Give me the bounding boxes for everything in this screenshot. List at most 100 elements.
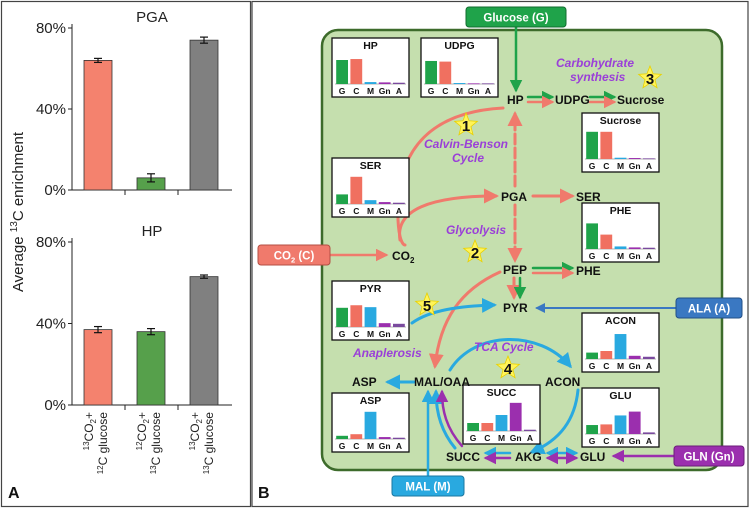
mini-bar-g: [336, 307, 348, 327]
category-label-1: 13CO2+: [82, 412, 98, 450]
bar-chart-hp: 0% 40% 80% HP: [36, 223, 232, 414]
metabolite-succ: SUCC: [446, 450, 480, 464]
mini-axis-label: M: [367, 206, 374, 216]
mini-axis-label: G: [339, 86, 346, 96]
mini-axis-label: C: [353, 86, 359, 96]
metabolite-pep: PEP: [503, 263, 527, 277]
input-glucose: Glucose (G): [465, 6, 567, 28]
bar-1: [83, 329, 113, 406]
mini-axis-label: A: [485, 86, 491, 96]
mini-bar-m: [364, 411, 377, 439]
svg-text:ALA (A): ALA (A): [688, 304, 731, 316]
svg-text:3: 3: [646, 71, 654, 88]
mini-bar-a: [524, 429, 536, 431]
star-3: 3: [637, 64, 663, 89]
svg-text:5: 5: [423, 298, 431, 315]
metabolite-labels: HP UDPG Sucrose PGA SER PEP PHE PYR CO2 …: [352, 93, 665, 464]
mini-axis-label: A: [646, 436, 652, 446]
mini-bar-c: [600, 234, 613, 249]
mini-axis-label: G: [589, 251, 596, 261]
mini-chart-title: ASP: [360, 395, 382, 407]
mini-chart-acon: ACON G C M Gn A: [581, 312, 660, 373]
svg-text:2: 2: [471, 245, 479, 262]
y-tick-label: 0%: [44, 397, 66, 414]
mini-axis-label: M: [617, 361, 624, 371]
svg-text:1: 1: [462, 118, 470, 135]
mini-bar-a: [482, 83, 494, 85]
mini-chart-title: HP: [363, 40, 378, 52]
label-glycolysis: Glycolysis: [446, 223, 506, 237]
label-calvin-1: Calvin-Benson: [424, 137, 508, 151]
svg-text:MAL (M): MAL (M): [405, 482, 450, 494]
label-anaplerosis: Anaplerosis: [352, 346, 422, 360]
mini-bar-g: [336, 194, 348, 204]
mini-axis-label: C: [603, 361, 609, 371]
mini-bar-gn: [628, 411, 641, 434]
mini-chart-title: UDPG: [444, 40, 474, 52]
input-mal: MAL (M): [391, 475, 465, 497]
mini-bar-c: [600, 131, 613, 159]
arrow-co2-to-pga: [398, 188, 499, 242]
svg-text:CO2 (C): CO2 (C): [274, 251, 315, 265]
mini-chart-ser: SER G C M Gn A: [331, 157, 410, 218]
mini-bar-g: [586, 425, 598, 434]
mini-bar-m: [453, 83, 466, 84]
bar-3: [189, 276, 219, 406]
mini-axis-label: C: [484, 433, 490, 443]
mini-chart-asp: ASP G C M Gn A: [331, 392, 410, 453]
mini-axis-label: M: [367, 329, 374, 339]
mini-bar-m: [614, 415, 627, 434]
bar-charts: 0% 40% 80% PGA 0% 40% 80% HP: [36, 9, 232, 414]
category-label-1-line2: 12C glucose: [96, 412, 110, 475]
pathway-arrows: [328, 24, 679, 478]
mini-axis-label: C: [603, 161, 609, 171]
mini-bar-c: [600, 351, 613, 359]
mini-axis-label: C: [353, 206, 359, 216]
mini-chart-udpg: UDPG G C M Gn A: [420, 37, 499, 98]
mini-chart-phe: PHE G C M Gn A: [581, 202, 660, 263]
mini-bar-a: [393, 437, 405, 439]
input-co2: CO2 (C): [257, 244, 331, 266]
mini-chart-title: SUCC: [487, 387, 517, 399]
panel-a: Average 13C enrichment 0% 40% 80% PGA 0% 40% 8…: [8, 9, 232, 502]
mini-bar-g: [336, 435, 348, 439]
mini-axis-label: M: [367, 441, 374, 451]
bar-1: [83, 60, 113, 191]
mini-bar-m: [364, 200, 377, 204]
mini-bar-gn: [628, 247, 641, 249]
mini-chart-title: SER: [360, 160, 382, 172]
y-tick-label: 80%: [36, 234, 66, 251]
bar-chart-pga: 0% 40% 80% PGA: [36, 9, 232, 199]
mini-axis-label: C: [603, 251, 609, 261]
svg-text:GLN (Gn): GLN (Gn): [683, 452, 734, 464]
input-gln: GLN (Gn): [673, 445, 745, 467]
mini-bar-m: [495, 415, 508, 431]
star-4: 4: [495, 354, 521, 379]
mini-axis-label: G: [339, 206, 346, 216]
label-carb-2: synthesis: [570, 70, 626, 84]
mini-axis-label: Gn: [379, 86, 391, 96]
panel-a-letter: A: [8, 485, 20, 502]
mini-axis-label: G: [339, 329, 346, 339]
mini-axis-label: M: [617, 251, 624, 261]
mini-axis-label: G: [339, 441, 346, 451]
mini-axis-label: G: [589, 361, 596, 371]
mini-bar-m: [364, 82, 377, 84]
label-calvin-2: Cycle: [452, 151, 484, 165]
bar-3: [189, 39, 219, 191]
label-carb-1: Carbohydrate: [556, 56, 634, 70]
panel-a-y-axis-label: Average 13C enrichment: [9, 131, 27, 292]
mini-axis-label: A: [646, 361, 652, 371]
metabolite-mal-oaa: MAL/OAA: [414, 375, 470, 389]
mini-chart-title: GLU: [609, 390, 631, 402]
mini-bar-c: [350, 176, 363, 204]
mini-bar-m: [614, 246, 627, 249]
mini-bar-c: [481, 423, 494, 431]
metabolite-acon: ACON: [545, 375, 580, 389]
chart-title: HP: [142, 223, 163, 240]
metabolite-glu: GLU: [580, 450, 605, 464]
mini-bar-c: [600, 424, 613, 434]
mini-axis-label: A: [646, 161, 652, 171]
